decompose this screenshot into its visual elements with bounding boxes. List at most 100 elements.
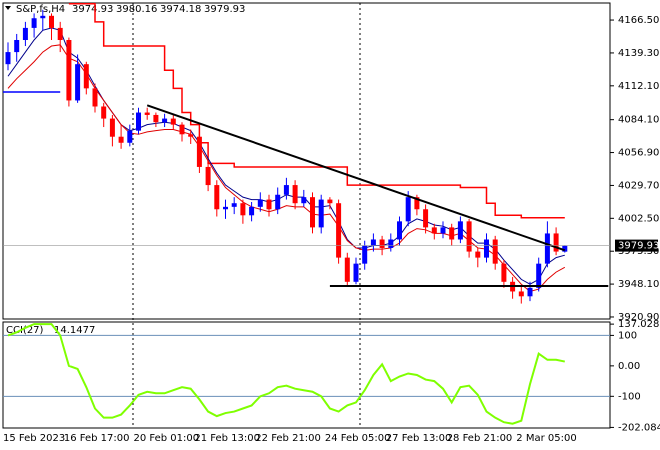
candle-body: [475, 251, 481, 258]
y-tick-label: -202.0847: [618, 422, 660, 433]
high: 3980.16: [116, 4, 157, 15]
y-tick-label: -100: [618, 391, 641, 402]
candle-body: [223, 206, 228, 210]
candle-body: [266, 199, 272, 210]
candle-body: [492, 239, 498, 264]
candle-body: [544, 233, 550, 264]
candle-body: [205, 166, 211, 186]
candle-body: [275, 194, 281, 210]
candle-body: [466, 221, 472, 252]
y-tick-label: 4139.30: [618, 48, 659, 59]
candle-body: [562, 245, 568, 252]
candle-body: [397, 221, 402, 240]
candle-body: [240, 203, 246, 216]
menu-arrow[interactable]: [5, 6, 11, 10]
trend-line: [146, 104, 566, 252]
candle-body: [101, 106, 107, 119]
candle-body: [188, 134, 194, 137]
x-tick-label: 2 Mar 05:00: [516, 433, 576, 444]
candle-body: [423, 209, 429, 228]
candle-body: [484, 239, 489, 258]
candle-body: [49, 15, 54, 28]
y-tick-label: 4029.70: [618, 180, 659, 191]
candle-body: [553, 233, 559, 252]
price-box: [615, 239, 658, 252]
candle-body: [109, 118, 115, 137]
y-tick-label: 0.00: [618, 361, 640, 372]
candle-body: [249, 206, 255, 216]
candle-body: [370, 239, 376, 246]
candle-body: [449, 227, 455, 240]
candle-body: [196, 136, 202, 167]
x-tick-label: 20 Feb 01:00: [134, 433, 200, 444]
candle-body: [153, 114, 159, 123]
candle-body: [162, 118, 168, 123]
candle-body: [353, 263, 359, 282]
candle-body: [66, 39, 72, 101]
low: 3974.18: [160, 4, 201, 15]
candle-body: [388, 239, 394, 248]
y-tick-label: 4056.90: [618, 148, 659, 159]
y-tick-label: 3948.10: [618, 279, 659, 290]
candle-body: [344, 257, 350, 282]
candle-body: [536, 263, 542, 288]
candle-body: [336, 203, 342, 258]
candle-body: [440, 227, 446, 234]
y-tick-label: 3920.90: [618, 312, 659, 323]
y-tick-label: 4166.50: [618, 15, 659, 26]
candle-body: [57, 27, 63, 40]
candle-body: [127, 130, 133, 143]
x-tick-label: 22 Feb 21:00: [255, 433, 321, 444]
candle-body: [31, 18, 37, 28]
x-tick-label: 21 Feb 13:00: [194, 433, 260, 444]
symbol: S&P,fs,H4: [16, 4, 65, 15]
candle-body: [22, 27, 28, 40]
y-tick-label: 4002.50: [618, 213, 659, 224]
candle-body: [431, 227, 437, 234]
candle-body: [518, 291, 524, 297]
candle-body: [301, 197, 307, 204]
candle-body: [457, 221, 463, 240]
candle-body: [405, 197, 411, 222]
candle-body: [283, 185, 289, 195]
indicator-line: [7, 323, 566, 425]
close: 3979.93: [204, 4, 245, 15]
candle-body: [92, 88, 98, 107]
main-pane: [2, 2, 611, 320]
candle-body: [292, 185, 298, 204]
indicator-value: 14.1477: [54, 325, 95, 336]
candle-body: [327, 199, 333, 204]
indicator-label: CCI(27): [6, 325, 44, 336]
candle-body: [527, 287, 533, 297]
indicator-pane: [2, 321, 611, 429]
candle-body: [379, 239, 385, 248]
candle-body: [136, 112, 141, 131]
candle-body: [310, 197, 315, 228]
y-tick-label: 4084.10: [618, 115, 659, 126]
x-tick-label: 28 Feb 21:00: [447, 433, 513, 444]
candle-body: [144, 112, 150, 115]
candle-body: [75, 64, 81, 101]
x-tick-label: 27 Feb 13:00: [386, 433, 452, 444]
x-tick-label: 15 Feb 2023: [3, 433, 65, 444]
channel-line: [68, 2, 565, 219]
moving-average: [7, 44, 566, 293]
candle-body: [257, 199, 263, 207]
candle-body: [318, 199, 324, 228]
y-tick-label: 3975.30: [618, 246, 659, 257]
y-tick-label: 137.0289: [618, 319, 660, 330]
x-tick-label: 24 Feb 05:00: [325, 433, 391, 444]
candle-body: [83, 64, 89, 89]
candle-body: [179, 124, 185, 135]
y-tick-label: 4112.10: [618, 81, 659, 92]
candle-body: [362, 245, 368, 264]
candle-body: [501, 263, 507, 282]
x-tick-label: 16 Feb 17:00: [64, 433, 130, 444]
price-label: 3979.93: [618, 241, 659, 252]
candle-body: [231, 203, 237, 207]
candle-body: [40, 15, 46, 19]
candle-body: [5, 52, 11, 65]
candle-body: [214, 185, 220, 210]
open: 3974.93: [72, 4, 113, 15]
